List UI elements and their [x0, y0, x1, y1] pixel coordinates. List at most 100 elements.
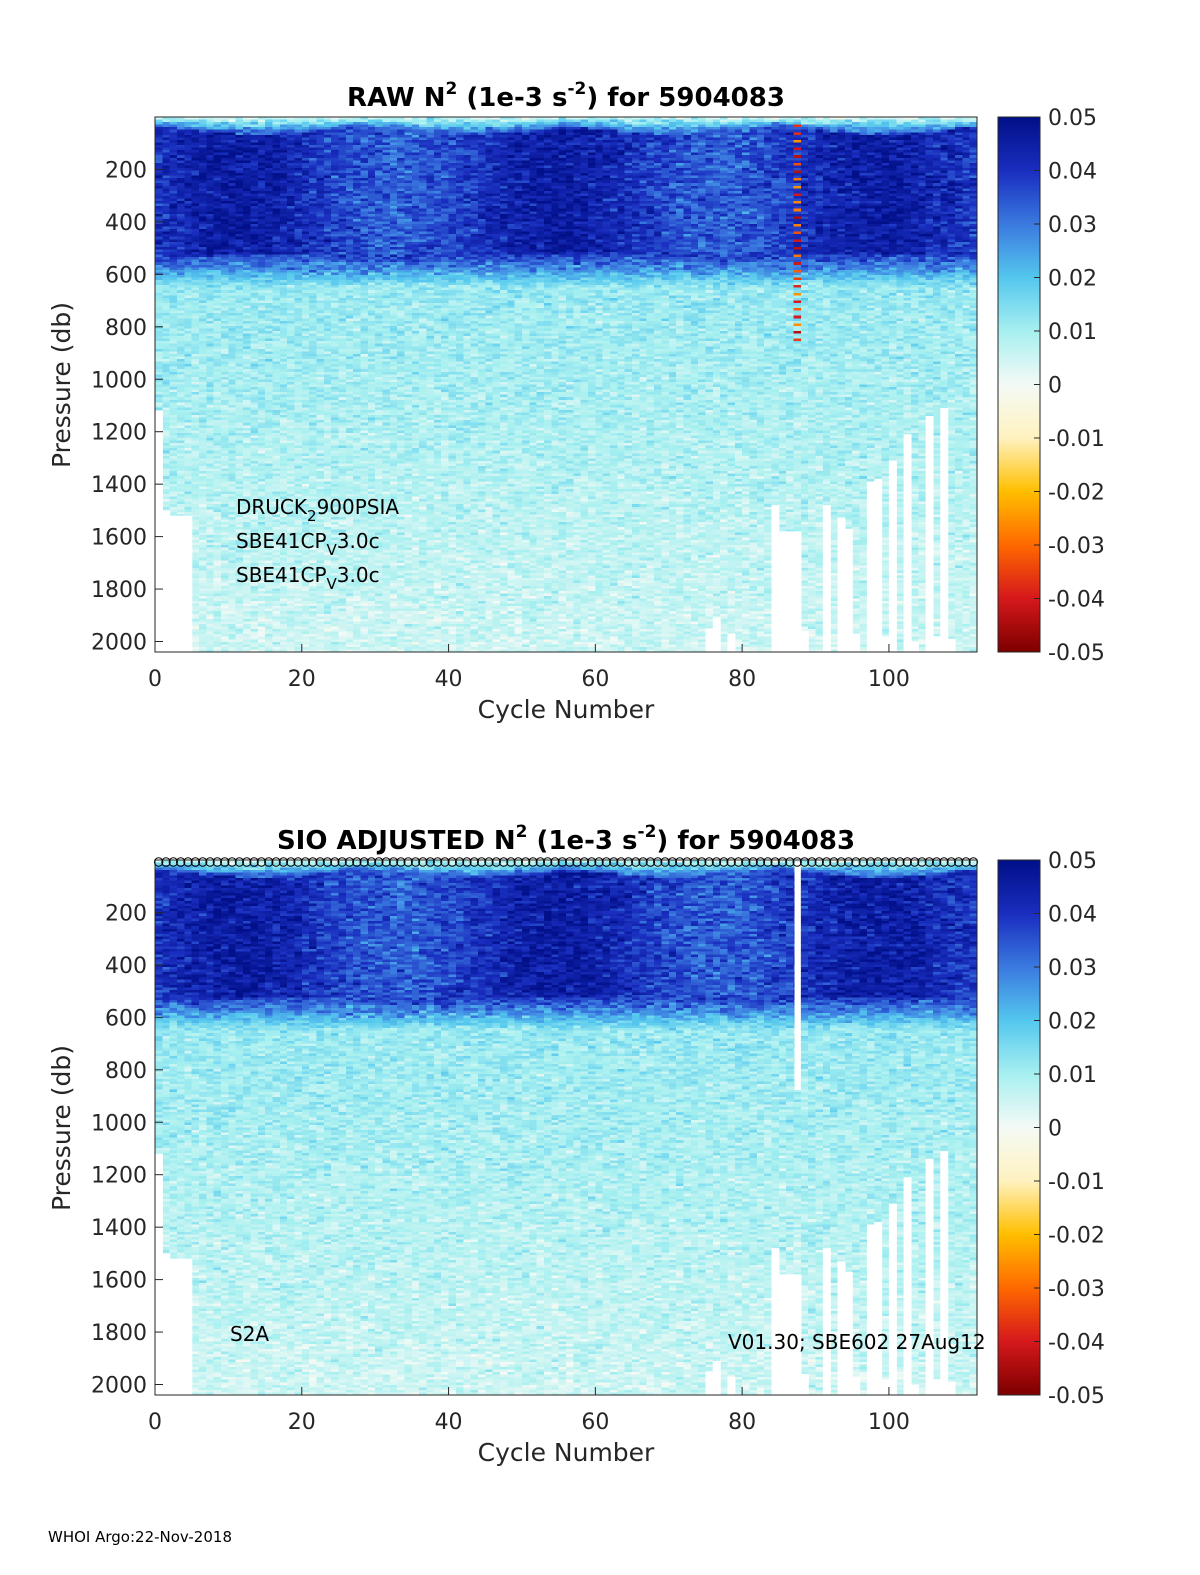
surface-marker [506, 857, 516, 867]
missing-profile-segment [778, 1274, 787, 1395]
surface-marker [190, 857, 201, 867]
x-tick-label: 80 [728, 1410, 756, 1435]
heatmap-adjusted [155, 860, 977, 1395]
surface-marker [410, 857, 421, 867]
colorbar-tick-label: 0.05 [1048, 106, 1097, 131]
surface-marker [579, 857, 590, 867]
y-tick-label: 1000 [91, 368, 147, 393]
x-tick-label: 40 [435, 1410, 463, 1435]
surface-marker [359, 857, 369, 867]
missing-profile-segment [800, 1374, 809, 1395]
missing-profile-segment [844, 1271, 853, 1395]
missing-profile-segment [874, 1221, 883, 1395]
surface-marker [865, 857, 876, 867]
surface-marker [352, 857, 362, 867]
surface-marker [264, 857, 274, 867]
missing-profile-segment [866, 481, 875, 652]
surface-marker [476, 857, 487, 867]
colorbar-tick-label: -0.04 [1048, 1331, 1105, 1356]
surface-marker [939, 857, 949, 867]
y-ticks-raw: 200 400 600 800 1000 1200 1400 1600 1800 2000 [91, 158, 163, 656]
x-tick-label: 0 [148, 667, 162, 692]
y-axis-label-raw: Pressure (db) [47, 302, 76, 468]
colorbar-tick-label: 0.04 [1048, 160, 1097, 185]
y-tick-label: 400 [105, 211, 147, 236]
missing-profile-segment [903, 1177, 912, 1395]
y-tick-label: 1800 [91, 578, 147, 603]
colorbar-ticks-raw: 0.05 0.04 0.03 0.02 0.01 0 -0.01 -0.02 -0.03 -0.0… [1034, 106, 1105, 666]
x-ticks-raw: 0 20 40 60 80 100 [148, 644, 910, 692]
missing-profile-segment [169, 515, 178, 652]
surface-marker [719, 857, 729, 867]
y-tick-label: 2000 [91, 1374, 147, 1399]
surface-marker [763, 857, 773, 867]
colorbar-raw [998, 117, 1040, 652]
surface-marker [249, 857, 259, 867]
surface-marker [396, 857, 406, 867]
y-tick-label: 2000 [91, 631, 147, 656]
missing-profile-segment [888, 460, 897, 652]
missing-profile-segment [947, 1381, 956, 1395]
surface-marker [322, 857, 333, 867]
annotation-pressure-sensor: DRUCK2900PSIA [236, 495, 399, 525]
missing-profile-segment [705, 1371, 714, 1395]
x-tick-label: 0 [148, 1410, 162, 1435]
surface-marker [183, 857, 193, 867]
missing-profile-segment [786, 1274, 795, 1395]
colorbar-tick-label: 0.01 [1048, 1063, 1097, 1088]
surface-marker [836, 857, 846, 867]
surface-marker [660, 857, 670, 867]
surface-marker [675, 857, 685, 867]
missing-profile-segment [727, 633, 736, 652]
missing-profile-segment [771, 1248, 780, 1395]
surface-marker [873, 857, 883, 867]
surface-marker [931, 857, 942, 867]
missing-profile-segment [169, 1258, 178, 1395]
x-tick-label: 60 [581, 667, 609, 692]
surface-marker [946, 857, 957, 867]
surface-marker [616, 857, 626, 867]
y-tick-label: 600 [105, 263, 147, 288]
surface-marker [594, 857, 604, 867]
missing-profile-segment [712, 1360, 721, 1395]
surface-marker [542, 857, 553, 867]
surface-marker [887, 857, 898, 867]
surface-marker [961, 857, 971, 867]
surface-marker [528, 857, 538, 867]
missing-profile-segment [881, 1379, 890, 1395]
missing-profile-segment [778, 531, 787, 652]
surface-marker [227, 857, 237, 867]
missing-profile-segment [184, 515, 193, 652]
colorbar-tick-label: 0.02 [1048, 1010, 1097, 1035]
x-tick-label: 100 [868, 1410, 910, 1435]
surface-marker [381, 857, 391, 867]
surface-marker [880, 857, 890, 867]
chart-title-raw: RAW N2 (1e-3 s-2) for 5904083 [347, 79, 785, 113]
surface-marker [198, 857, 208, 867]
surface-marker [440, 857, 450, 867]
surface-marker [234, 857, 245, 867]
y-tick-label: 1200 [91, 1164, 147, 1189]
colorbar-tick-label: -0.04 [1048, 588, 1105, 613]
surface-marker [418, 857, 428, 867]
panel-adjusted: SIO ADJUSTED N2 (1e-3 s-2) for 5904083 0… [47, 822, 1105, 1467]
missing-profile-segment [888, 1203, 897, 1395]
surface-marker [814, 857, 824, 867]
surface-marker [513, 857, 523, 867]
surface-marker [153, 857, 164, 867]
panel-raw: RAW N2 (1e-3 s-2) for 5904083 0 20 40 60 80 1… [47, 79, 1105, 724]
surface-marker [755, 857, 766, 867]
missing-profile-segment [727, 1376, 736, 1395]
missing-profile-segment [793, 1274, 802, 1395]
label-version-info: V01.30; SBE602 27Aug12 [728, 1330, 986, 1354]
missing-profile-segment [793, 531, 802, 652]
surface-marker [682, 857, 692, 867]
missing-profile-segment [184, 1258, 193, 1395]
surface-marker [895, 857, 905, 867]
missing-profile-segment [837, 1261, 846, 1395]
surface-marker [432, 857, 443, 867]
surface-marker [337, 857, 347, 867]
missing-profile-segment [852, 633, 861, 652]
missing-profile-segment [881, 636, 890, 652]
surface-marker [924, 857, 934, 867]
